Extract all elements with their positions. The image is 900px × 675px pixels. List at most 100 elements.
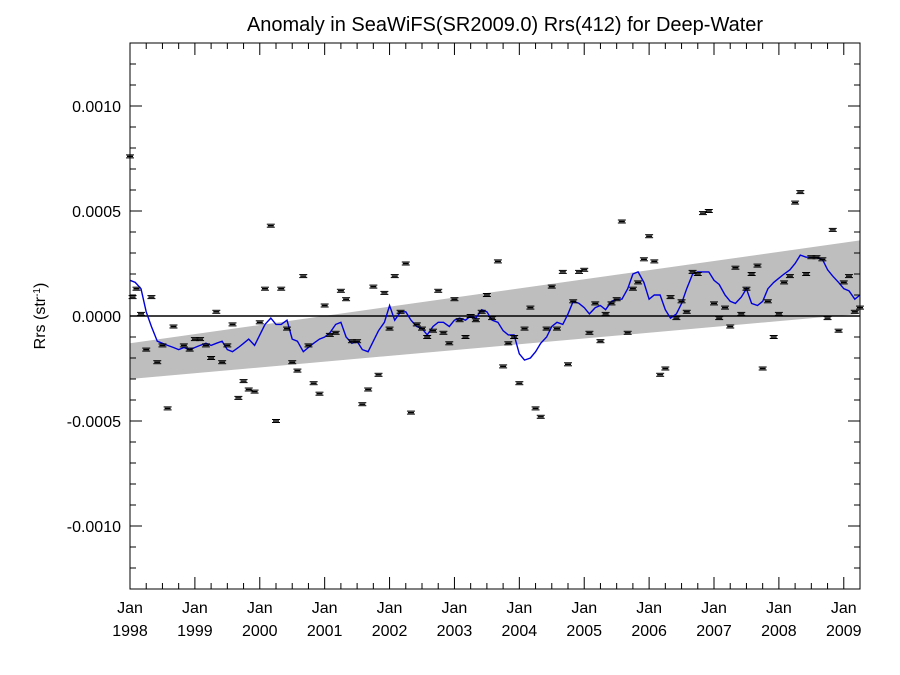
anomaly-point [493,259,502,264]
x-tick-year-label: 2006 [631,623,667,640]
anomaly-point [774,311,783,316]
anomaly-point [482,293,491,297]
anomaly-point [569,299,578,304]
anomaly-point [406,410,415,415]
x-tick-year-label: 2005 [566,623,602,640]
anomaly-point [558,269,567,274]
x-tick-year-label: 2007 [696,623,732,640]
anomaly-point [612,297,621,302]
anomaly-point [288,360,297,365]
anomaly-point [390,274,399,279]
anomaly-point [396,309,405,314]
anomaly-point [769,335,778,339]
anomaly-point [277,286,286,291]
anomaly-point [418,326,426,331]
anomaly-point [142,347,151,352]
anomaly-point [710,301,718,306]
anomaly-point [336,288,345,293]
x-tick-month-label: Jan [571,600,597,617]
anomaly-point [228,322,237,327]
anomaly-point [596,339,605,344]
anomaly-point [617,219,626,224]
x-tick-year-label: 2008 [761,623,797,640]
x-tick-year-label: 1999 [177,623,213,640]
anomaly-point [429,328,438,333]
x-tick-year-label: 1998 [112,623,148,640]
anomaly-point [726,324,735,329]
anomaly-point [380,290,389,295]
y-tick-label: 0.0005 [72,204,121,221]
anomaly-point [369,284,378,289]
anomaly-point [423,335,432,339]
anomaly-point [601,311,610,316]
anomaly-point [299,274,308,279]
anomaly-point [731,265,740,270]
x-axis-ticks: Jan 1998 Jan 1999 Jan 2000 Jan 2001 Jan 2002 Jan 20… [112,43,862,640]
anomaly-point [471,318,480,323]
anomaly-point [785,274,794,279]
anomaly-point [201,343,210,348]
anomaly-point [796,190,805,195]
anomaly-point [818,257,827,262]
anomaly-point [320,303,329,308]
anomaly-point [823,316,832,321]
x-tick-year-label: 2001 [307,623,343,640]
anomaly-point [547,284,556,289]
anomaly-point [331,330,340,335]
anomaly-point [169,324,178,329]
anomaly-point [721,305,730,310]
anomaly-point [763,299,772,304]
x-tick-month-label: Jan [442,600,468,617]
x-tick-month-label: Jan [831,600,857,617]
anomaly-point [704,209,713,213]
anomaly-point [477,309,486,314]
y-tick-label: -0.0010 [67,519,121,536]
anomaly-point [585,330,594,335]
chart-title: Anomaly in SeaWiFS(SR2009.0) Rrs(412) fo… [247,14,763,36]
x-tick-year-label: 2004 [502,623,538,640]
anomaly-point [552,326,561,331]
anomaly-point [272,419,280,423]
anomaly-point [358,402,367,407]
anomaly-point [628,286,637,291]
anomaly-point [374,372,383,377]
anomaly-point [147,295,156,300]
anomaly-point [715,316,724,321]
x-tick-month-label: Jan [506,600,532,617]
anomaly-point [536,414,545,419]
y-axis-ticks: 0.0010 0.0005 0.0000 -0.0005 -0.0010 [67,42,860,590]
anomaly-point [531,406,540,411]
anomaly-point [234,395,243,400]
anomaly-point [542,326,551,331]
anomaly-point [515,381,524,386]
anomaly-point [607,301,616,306]
anomaly-point [266,223,275,228]
anomaly-point [737,311,746,316]
anomaly-point [385,326,394,331]
anomaly-point [439,330,448,335]
anomaly-point [461,335,470,339]
anomaly-point [499,364,508,369]
anomaly-point [656,372,665,377]
anomaly-point [185,347,194,352]
y-tick-label: 0.0010 [72,99,121,116]
anomaly-point [255,320,264,325]
anomaly-point [510,335,519,339]
anomaly-point [250,389,259,394]
anomaly-point [839,280,848,285]
anomaly-point [137,311,146,316]
anomaly-point [520,326,529,331]
x-tick-month-label: Jan [701,600,727,617]
x-tick-year-label: 2009 [826,623,862,640]
anomaly-point [698,211,707,216]
anomaly-point [682,309,691,314]
anomaly-point [466,314,475,318]
anomaly-points [126,154,864,423]
anomaly-point [828,227,837,232]
anomaly-point [304,343,313,348]
y-axis-label-superscript: -1 [32,288,43,297]
anomaly-point [634,280,643,285]
anomaly-point [758,366,767,371]
anomaly-point [455,318,464,323]
